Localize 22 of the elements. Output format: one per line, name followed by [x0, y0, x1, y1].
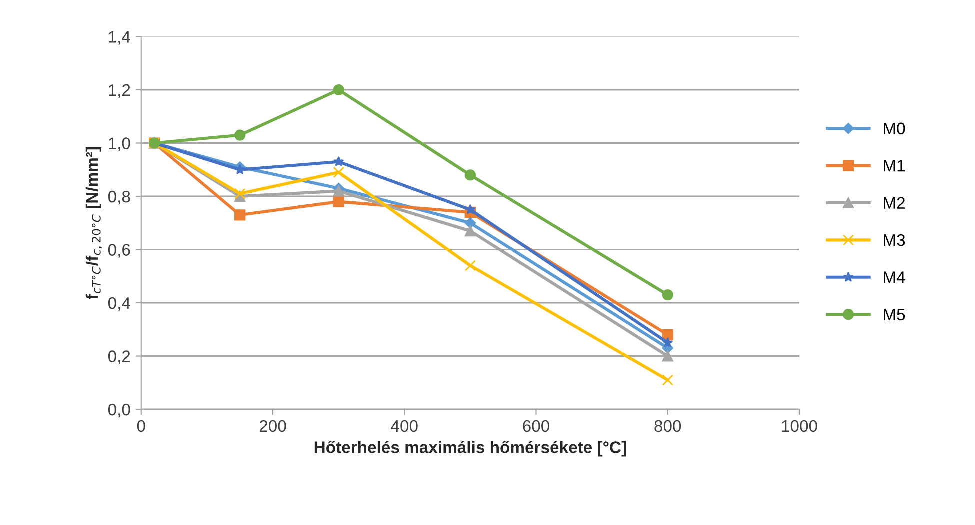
x-axis-title: Hőterhelés maximális hőmérsékete [°C]	[314, 441, 626, 457]
y-tick-label: 0,0	[108, 404, 130, 418]
legend-label: M3	[884, 234, 906, 246]
legend-label: M0	[884, 122, 906, 135]
y-tick-label: 0,2	[108, 350, 130, 364]
legend-label: M2	[884, 197, 905, 209]
y-tick-label: 1,0	[109, 138, 130, 152]
y-tick-label: 0,6	[108, 244, 130, 258]
y-tick-label: 0,8	[108, 190, 130, 205]
x-tick-label: 800	[654, 420, 682, 432]
x-tick-label: 0	[137, 420, 146, 432]
legend-label: M4	[884, 272, 906, 284]
x-tick-label: 1000	[782, 420, 818, 432]
x-tick-label: 400	[391, 420, 418, 432]
legend-label: M1	[884, 160, 905, 172]
x-tick-label: 600	[523, 420, 550, 432]
x-tick-label: 200	[260, 420, 286, 432]
y-tick-label: 0,4	[108, 297, 130, 312]
legend-label: M5	[884, 308, 906, 321]
y-tick-label: 1,4	[109, 31, 130, 45]
y-tick-label: 1,2	[109, 84, 130, 98]
y-axis-title: f$_{cT°C}$/f$_{c,20°C}$ [N/mm²]	[86, 147, 102, 300]
